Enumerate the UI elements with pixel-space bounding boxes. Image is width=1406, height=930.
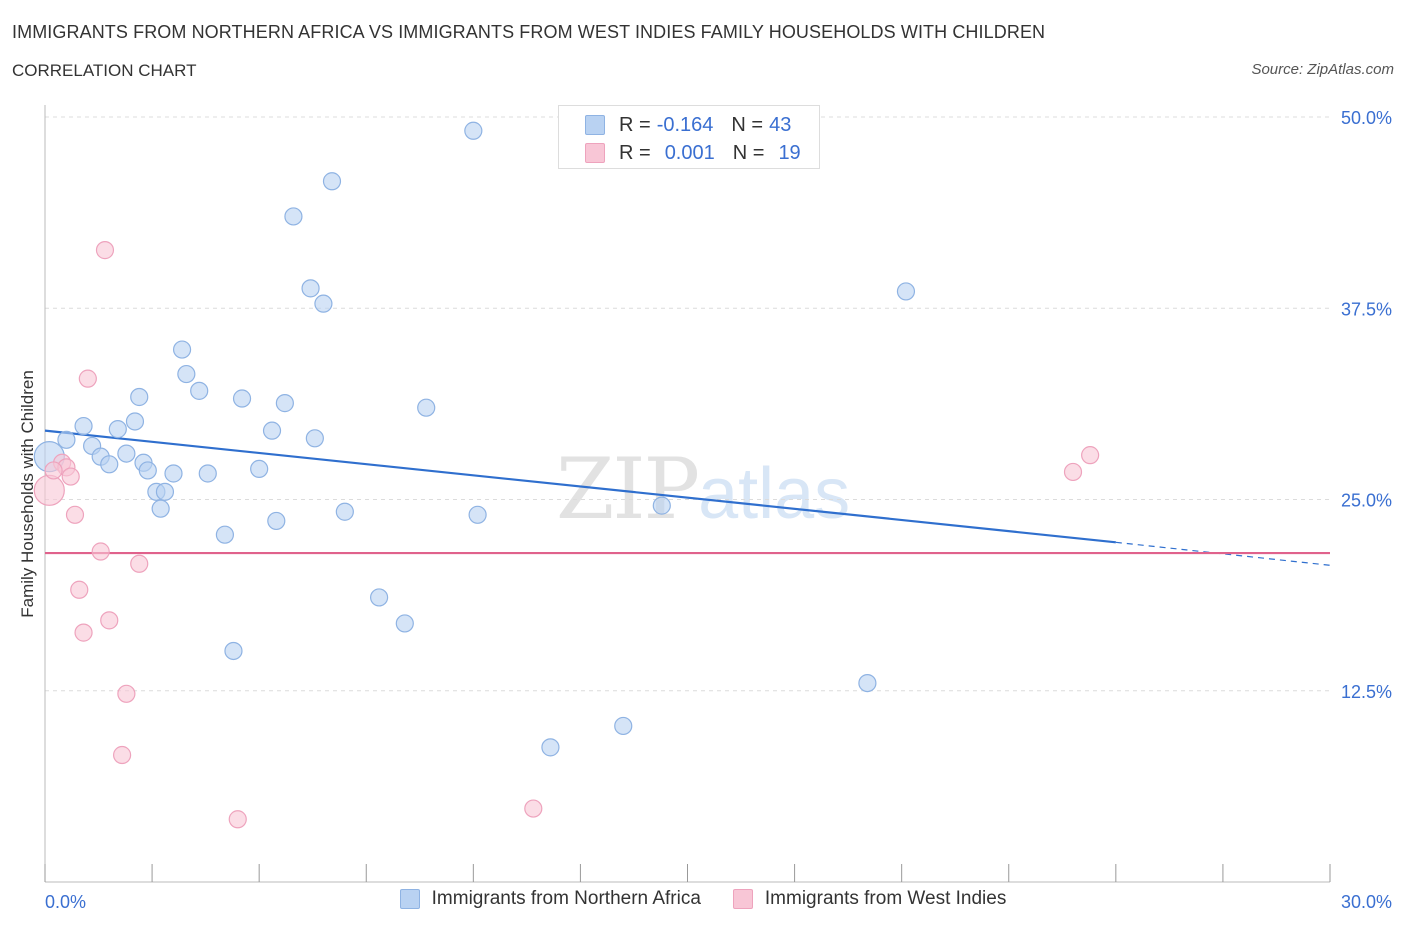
- point-west-indies: [1081, 446, 1100, 465]
- point-northern-africa: [57, 430, 76, 449]
- chart-subtitle: CORRELATION CHART: [12, 61, 197, 80]
- point-northern-africa: [108, 420, 127, 439]
- trendline-northern-africa-extension: [1115, 541, 1331, 566]
- point-west-indies: [524, 799, 543, 818]
- legend-r-label: R =: [619, 113, 651, 136]
- legend-n-value: 43: [769, 113, 792, 136]
- y-tick-label: 37.5%: [1341, 299, 1392, 319]
- series-label: Immigrants from West Indies: [764, 888, 1007, 909]
- point-northern-africa: [652, 496, 671, 515]
- point-northern-africa: [224, 641, 243, 661]
- point-northern-africa: [100, 455, 119, 474]
- point-west-indies: [74, 623, 93, 642]
- series-label: Immigrants from Northern Africa: [431, 888, 701, 909]
- legend-r-label: R =: [619, 141, 651, 164]
- point-northern-africa: [172, 340, 192, 359]
- series-legend-west-indies: Immigrants from West Indies: [732, 888, 1007, 910]
- series-legend-northern-africa: Immigrants from Northern Africa: [399, 888, 701, 910]
- legend-swatch-pink: [585, 143, 605, 163]
- point-west-indies: [91, 542, 110, 561]
- point-northern-africa: [117, 444, 136, 463]
- watermark-zip: ZIP: [556, 440, 700, 538]
- watermark-atlas: atlas: [698, 454, 851, 534]
- point-northern-africa: [215, 525, 234, 544]
- point-west-indies: [228, 810, 247, 829]
- legend-n-label: N =: [732, 141, 765, 164]
- point-northern-africa: [335, 502, 354, 521]
- point-northern-africa: [896, 282, 916, 301]
- point-west-indies: [70, 580, 89, 599]
- point-west-indies: [1063, 462, 1083, 482]
- x-tick-label: 30.0%: [1341, 892, 1392, 912]
- point-northern-africa: [322, 172, 342, 191]
- point-northern-africa: [190, 381, 209, 400]
- x-tick-label: 0.0%: [45, 892, 86, 912]
- point-northern-africa: [468, 505, 487, 524]
- point-northern-africa: [305, 429, 324, 448]
- point-northern-africa: [74, 416, 93, 436]
- point-northern-africa: [395, 614, 414, 633]
- point-west-indies: [100, 611, 119, 630]
- y-tick-label: 12.5%: [1341, 682, 1392, 702]
- point-northern-africa: [130, 387, 149, 407]
- point-west-indies: [130, 554, 149, 573]
- trendline-northern-africa: [44, 429, 1116, 544]
- point-northern-africa: [314, 294, 333, 313]
- legend-swatch-blue: [585, 115, 605, 135]
- legend-n-label: N =: [731, 113, 764, 136]
- point-west-indies: [61, 467, 80, 486]
- legend-r-value: -0.164: [656, 113, 714, 136]
- y-tick-label: 25.0%: [1341, 491, 1392, 511]
- point-northern-africa: [614, 716, 633, 736]
- series-legend: Immigrants from Northern Africa Immigran…: [0, 888, 1406, 910]
- legend-row-northern-africa: R = -0.164 N = 43: [585, 113, 791, 137]
- chart-title: IMMIGRANTS FROM NORTHERN AFRICA VS IMMIG…: [12, 22, 1046, 42]
- point-northern-africa: [284, 207, 303, 226]
- legend-n-value: 19: [778, 141, 801, 164]
- point-northern-africa: [198, 464, 217, 483]
- correlation-legend: R = -0.164 N = 43 R = 0.001 N = 19: [558, 105, 820, 169]
- point-west-indies: [112, 745, 132, 765]
- point-west-indies: [65, 505, 85, 524]
- point-northern-africa: [541, 738, 560, 757]
- point-northern-africa: [417, 398, 436, 417]
- point-northern-africa: [267, 511, 286, 531]
- point-northern-africa: [177, 364, 196, 384]
- point-northern-africa: [155, 482, 175, 501]
- point-west-indies: [44, 461, 63, 480]
- point-northern-africa: [464, 121, 483, 140]
- point-northern-africa: [370, 588, 389, 607]
- legend-r-value: 0.001: [664, 141, 715, 164]
- point-northern-africa: [138, 461, 157, 480]
- point-northern-africa: [262, 421, 282, 440]
- point-west-indies: [33, 474, 65, 506]
- point-west-indies: [78, 369, 97, 388]
- point-northern-africa: [164, 464, 183, 483]
- point-northern-africa: [151, 499, 170, 518]
- point-northern-africa: [125, 412, 145, 431]
- series-swatch-pink: [732, 889, 753, 909]
- point-west-indies: [117, 684, 136, 703]
- source-label: Source: ZipAtlas.com: [1251, 61, 1394, 78]
- series-swatch-blue: [399, 889, 420, 909]
- point-northern-africa: [275, 394, 294, 413]
- point-northern-africa: [250, 459, 269, 478]
- point-northern-africa: [858, 673, 877, 693]
- watermark: ZIPatlas: [556, 440, 850, 538]
- point-northern-africa: [232, 389, 252, 408]
- point-northern-africa: [301, 279, 320, 298]
- y-tick-label: 50.0%: [1341, 108, 1392, 128]
- point-west-indies: [95, 241, 115, 260]
- legend-row-west-indies: R = 0.001 N = 19: [585, 141, 801, 165]
